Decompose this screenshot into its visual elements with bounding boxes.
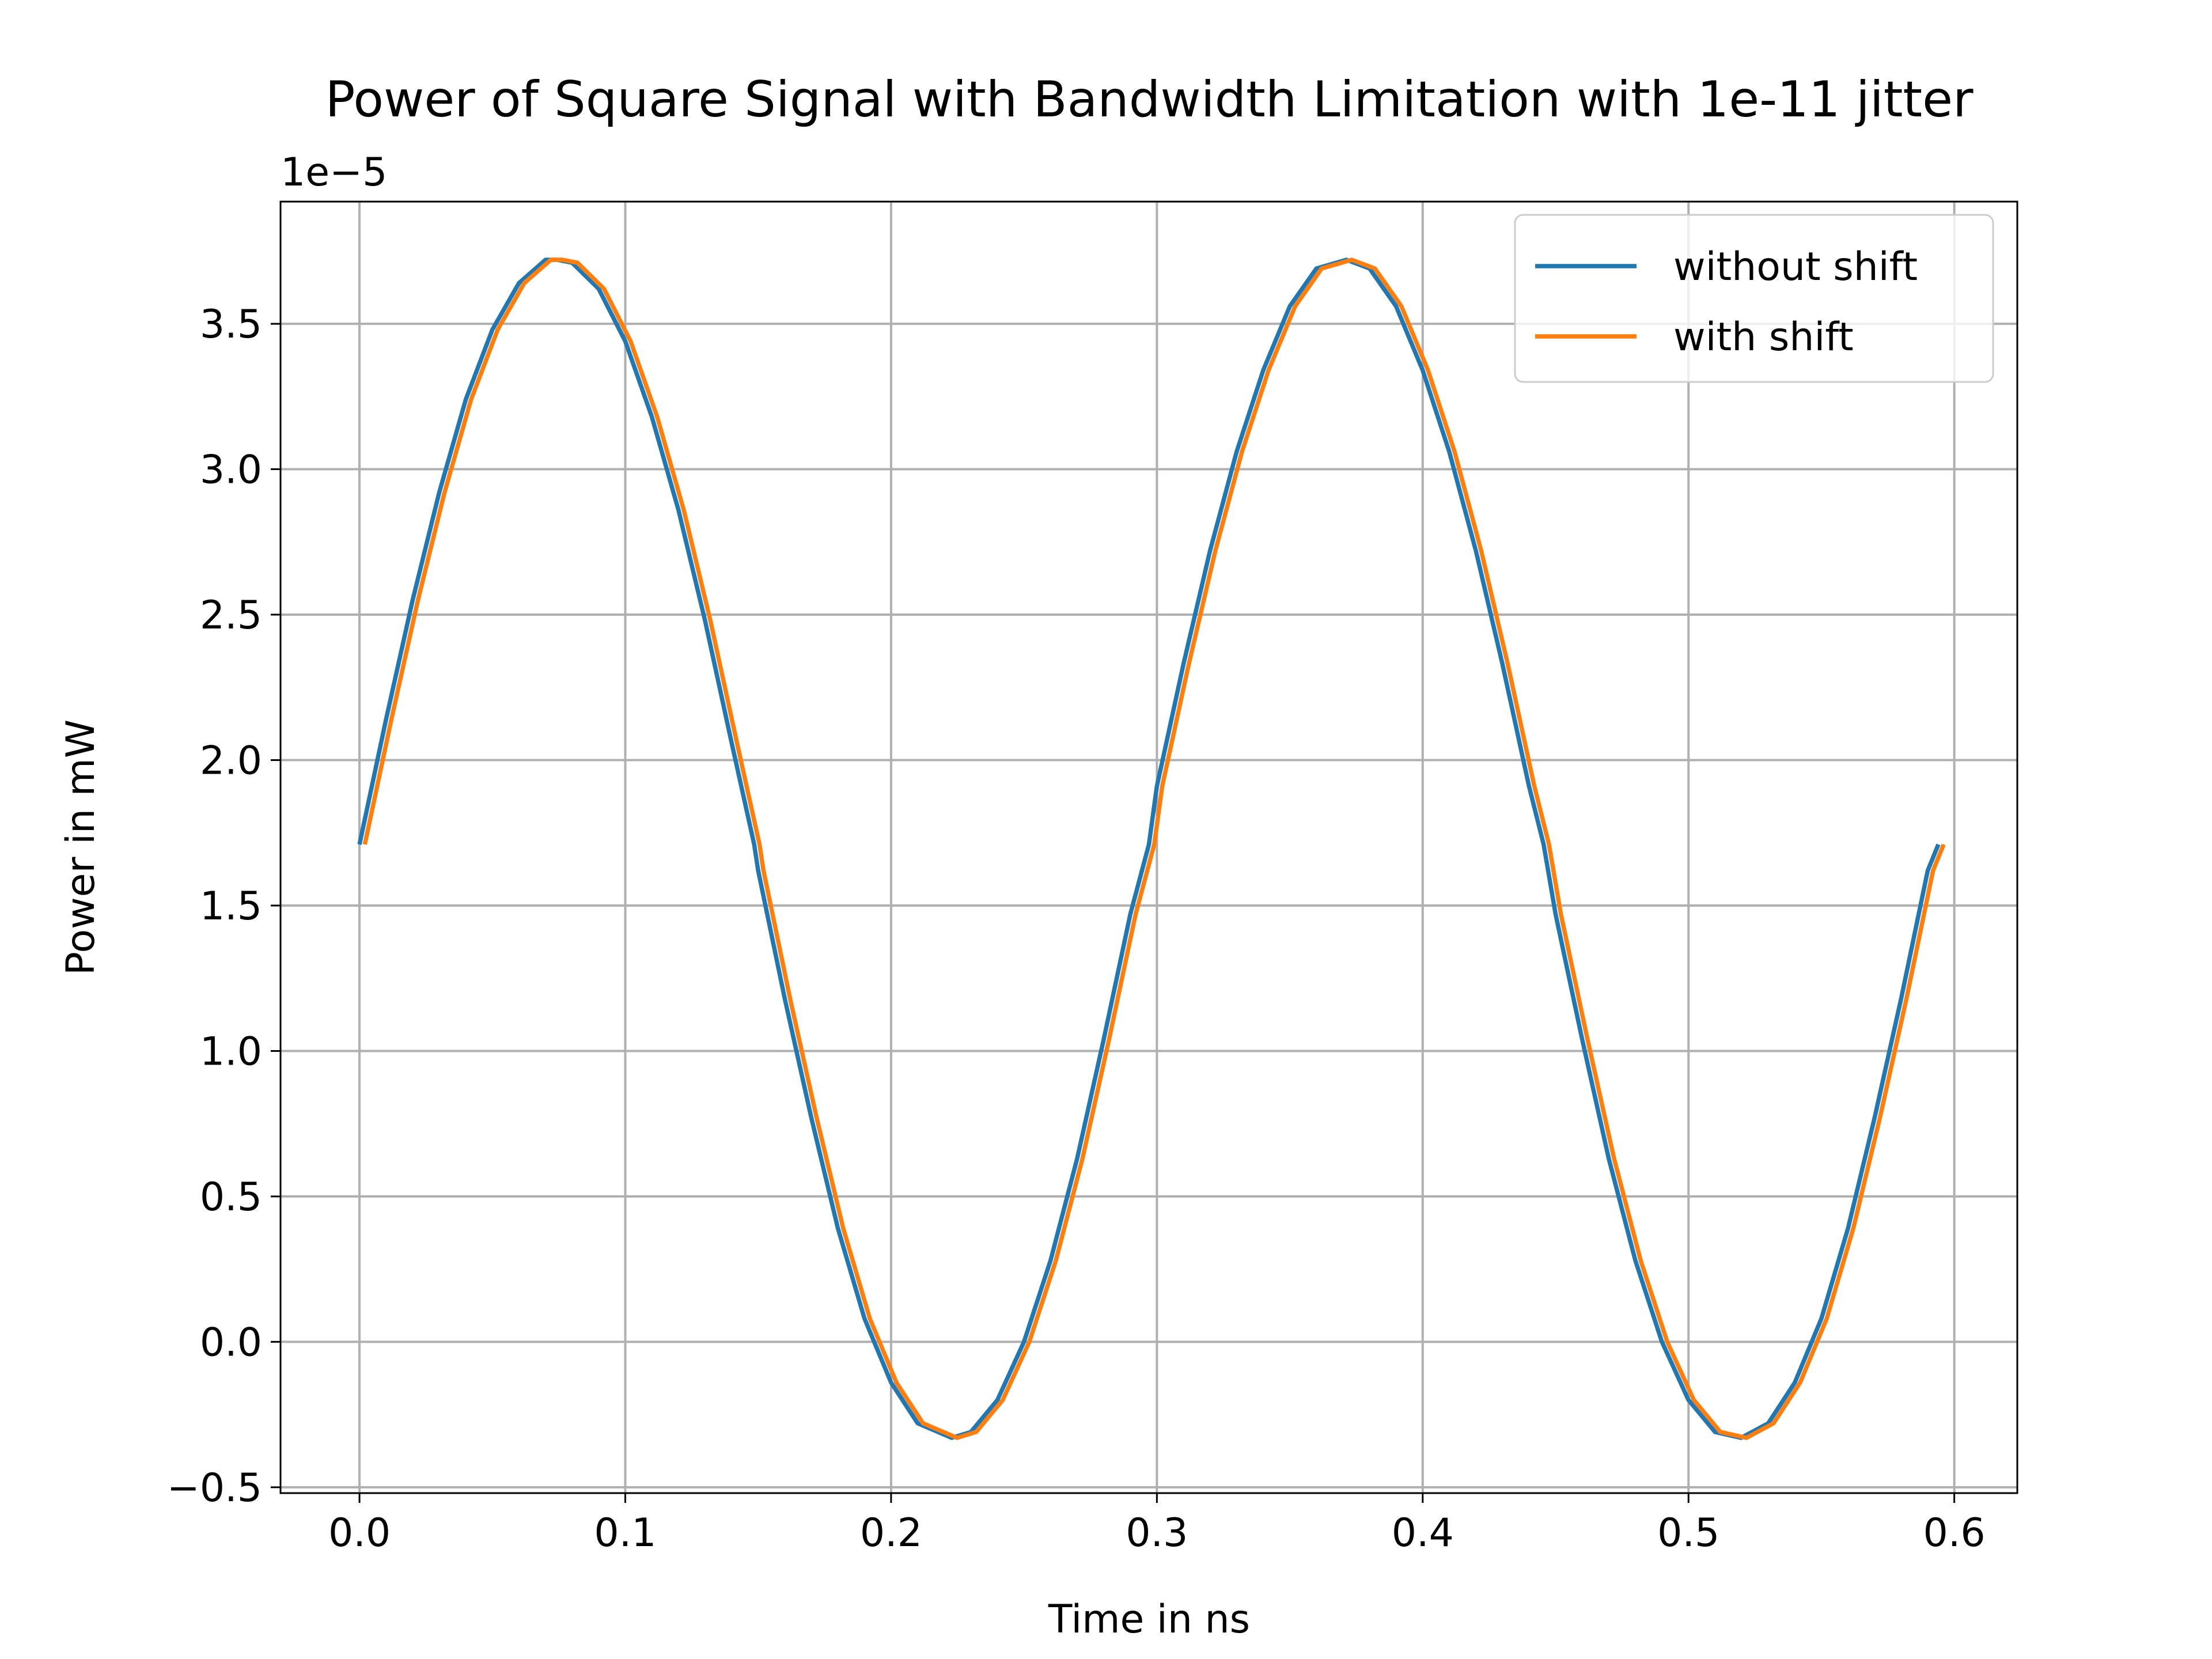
legend: without shift with shift [1514,214,1994,383]
axis-ticks [271,323,1956,1503]
x-tick-label: 0.4 [1392,1510,1454,1556]
x-tick-label: 0.3 [1126,1510,1188,1556]
y-tick-label: 1.5 [200,884,262,929]
axis-tick-labels: 0.0 0.1 0.2 0.3 0.4 0.5 0.6 −0.5 0.0 0.5 1.0 1.5 2.0… [167,302,1986,1556]
series-line-without-shift [357,257,1941,1440]
x-tick-label: 0.2 [860,1510,922,1556]
y-tick-label: 0.0 [200,1320,262,1365]
legend-label-without-shift: without shift [1673,244,1918,290]
y-tick-label: 2.0 [200,738,262,784]
y-tick-label: 1.0 [200,1029,262,1074]
plot-series [357,257,1946,1440]
x-tick-label: 0.6 [1923,1510,1986,1556]
legend-label-with-shift: with shift [1673,315,1854,360]
x-axis-label: Time in ns [1048,1597,1250,1642]
y-tick-label: 2.5 [200,593,262,638]
chart-title: Power of Square Signal with Bandwidth Li… [325,71,1974,128]
series-line-with-shift [362,257,1946,1440]
y-axis-offset-label: 1e−5 [281,150,387,195]
y-tick-label: −0.5 [167,1465,262,1511]
y-axis-label: Power in mW [58,719,104,975]
x-tick-label: 0.1 [594,1510,656,1556]
plot-area-frame [279,200,2018,1494]
legend-box [1514,214,1994,383]
x-tick-label: 0.0 [328,1510,391,1556]
x-tick-label: 0.5 [1657,1510,1719,1556]
grid-lines [281,202,2017,1493]
y-tick-label: 3.5 [200,302,262,347]
y-tick-label: 3.0 [200,448,262,493]
y-tick-label: 0.5 [200,1175,262,1220]
